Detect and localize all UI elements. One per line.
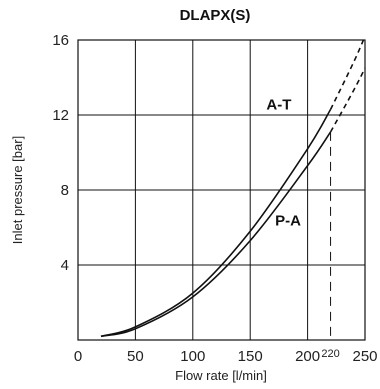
x-tick-label: 100 bbox=[180, 348, 205, 365]
series-p-a-extension bbox=[329, 67, 366, 133]
y-tick-label: 4 bbox=[61, 257, 69, 274]
x-tick-label: 0 bbox=[74, 348, 82, 365]
y-tick-label: 16 bbox=[52, 32, 69, 49]
series-a-t-extension bbox=[329, 35, 366, 110]
x-tick-label: 50 bbox=[127, 348, 144, 365]
series-a-t-label: A-T bbox=[266, 96, 291, 113]
x-tick-label: 200 bbox=[295, 348, 320, 365]
tick-labels: 0 50 100 150 200 250 4 8 12 16 220 bbox=[52, 32, 377, 365]
series-p-a-label: P-A bbox=[275, 213, 301, 230]
grid bbox=[78, 40, 365, 340]
y-tick-label: 12 bbox=[52, 107, 69, 124]
curves: A-T P-A bbox=[100, 35, 366, 340]
series-a-t-line bbox=[100, 108, 332, 338]
chart-title: DLAPX(S) bbox=[180, 7, 251, 24]
y-axis-label: Inlet pressure [bar] bbox=[10, 136, 25, 244]
y-tick-label: 8 bbox=[61, 182, 69, 199]
x-tick-label: 150 bbox=[238, 348, 263, 365]
plot-frame bbox=[77, 39, 366, 341]
x-axis-label: Flow rate [l/min] bbox=[175, 368, 267, 383]
series-p-a-line bbox=[100, 131, 332, 338]
x-tick-label: 250 bbox=[352, 348, 377, 365]
max-flow-marker-label: 220 bbox=[321, 348, 339, 360]
